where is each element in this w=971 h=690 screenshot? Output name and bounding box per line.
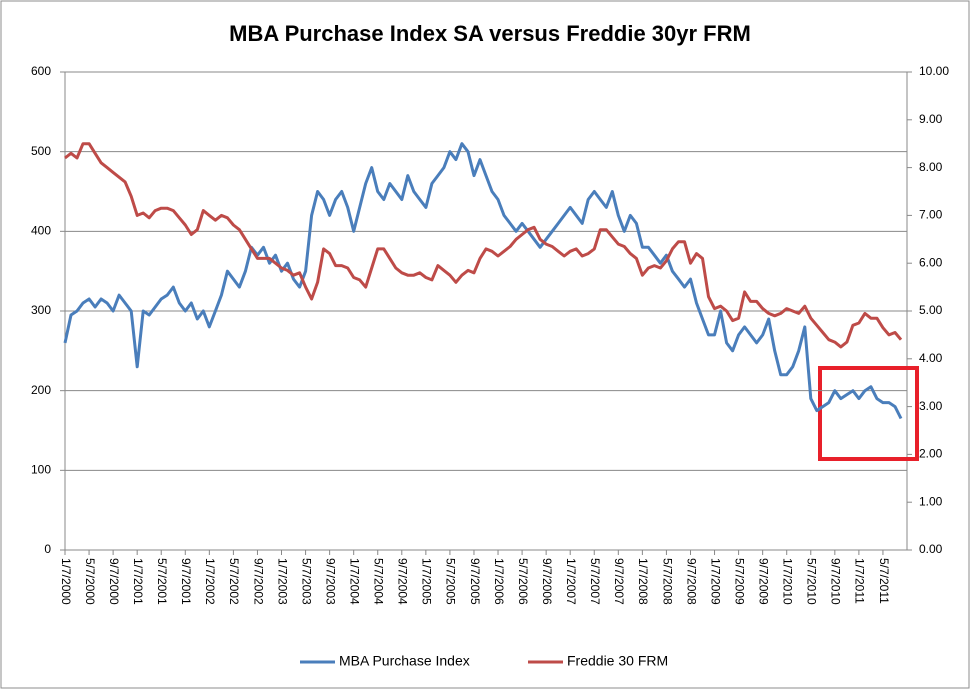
- x-tick-label: 1/7/2008: [636, 558, 650, 605]
- x-tick-label: 5/7/2010: [805, 558, 819, 605]
- x-tick-label: 1/7/2003: [275, 558, 289, 605]
- y2-tick-label: 6.00: [919, 255, 943, 269]
- x-tick-label: 5/7/2009: [732, 558, 746, 605]
- y-tick-label: 200: [31, 383, 51, 397]
- x-tick-label: 9/7/2002: [251, 558, 265, 605]
- y-tick-label: 600: [31, 64, 51, 78]
- x-tick-label: 9/7/2000: [107, 558, 121, 605]
- y-tick-label: 400: [31, 224, 51, 238]
- x-tick-label: 5/7/2011: [877, 558, 891, 604]
- x-tick-label: 9/7/2005: [468, 558, 482, 605]
- x-tick-label: 5/7/2003: [299, 558, 313, 605]
- highlight-box: [818, 366, 919, 461]
- x-tick-label: 5/7/2007: [588, 558, 602, 605]
- x-tick-label: 9/7/2010: [829, 558, 843, 605]
- y2-tick-label: 2.00: [919, 447, 943, 461]
- x-tick-label: 1/7/2009: [708, 558, 722, 605]
- x-tick-label: 1/7/2006: [492, 558, 506, 605]
- y-tick-label: 500: [31, 144, 51, 158]
- chart-title: MBA Purchase Index SA versus Freddie 30y…: [229, 21, 751, 46]
- data-line: [63, 142, 903, 420]
- y2-tick-label: 4.00: [919, 351, 943, 365]
- y2-tick-label: 0.00: [919, 542, 943, 556]
- x-tick-label: 1/7/2004: [348, 558, 362, 605]
- x-tick-label: 5/7/2001: [155, 558, 169, 605]
- x-tick-label: 1/7/2000: [59, 558, 73, 605]
- x-tick-label: 1/7/2007: [564, 558, 578, 605]
- y2-tick-label: 10.00: [919, 64, 949, 78]
- x-tick-label: 1/7/2005: [420, 558, 434, 605]
- x-tick-label: 9/7/2001: [179, 558, 193, 605]
- x-tick-label: 1/7/2002: [203, 558, 217, 605]
- y2-tick-label: 3.00: [919, 399, 943, 413]
- x-tick-label: 5/7/2004: [372, 558, 386, 605]
- y2-tick-label: 7.00: [919, 208, 943, 222]
- x-tick-label: 5/7/2000: [83, 558, 97, 605]
- y2-tick-label: 9.00: [919, 112, 943, 126]
- x-tick-label: 5/7/2002: [227, 558, 241, 605]
- y2-tick-label: 8.00: [919, 160, 943, 174]
- y2-tick-label: 1.00: [919, 494, 943, 508]
- y-tick-label: 300: [31, 303, 51, 317]
- data-line: [64, 142, 903, 349]
- x-tick-label: 9/7/2006: [540, 558, 554, 605]
- x-tick-label: 9/7/2008: [684, 558, 698, 605]
- x-tick-label: 1/7/2010: [781, 558, 795, 605]
- x-tick-label: 9/7/2004: [396, 558, 410, 605]
- x-tick-label: 9/7/2003: [323, 558, 337, 605]
- legend-label: Freddie 30 FRM: [567, 653, 668, 669]
- x-tick-label: 1/7/2011: [853, 558, 867, 604]
- x-tick-label: 5/7/2005: [444, 558, 458, 605]
- x-tick-label: 5/7/2006: [516, 558, 530, 605]
- x-tick-label: 9/7/2007: [612, 558, 626, 605]
- y-tick-label: 100: [31, 463, 51, 477]
- x-tick-label: 5/7/2008: [660, 558, 674, 605]
- y2-tick-label: 5.00: [919, 303, 943, 317]
- x-tick-label: 9/7/2009: [756, 558, 770, 605]
- legend-label: MBA Purchase Index: [339, 653, 470, 669]
- y-tick-label: 0: [44, 542, 51, 556]
- x-tick-label: 1/7/2001: [131, 558, 145, 605]
